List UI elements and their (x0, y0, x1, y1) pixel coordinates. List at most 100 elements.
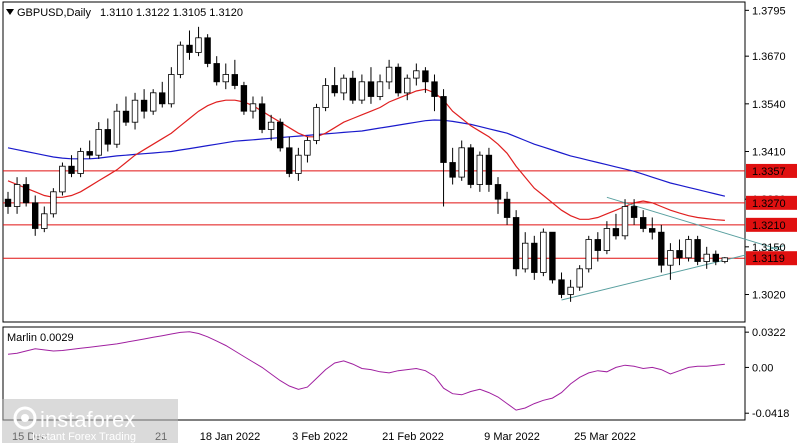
bear-candle-body (467, 147, 474, 185)
bull-candle-body (376, 81, 384, 97)
ohlc-label: 1.3110 1.3122 1.3105 1.3120 (100, 7, 243, 19)
main-price-panel (2, 1, 785, 323)
candle (531, 235, 538, 280)
candle (95, 122, 102, 159)
bull-candle-body (685, 239, 692, 259)
candle (640, 210, 647, 233)
dropdown-icon[interactable] (6, 9, 14, 15)
ma-fast-line (7, 88, 725, 221)
candle (658, 224, 665, 273)
candle (158, 81, 166, 108)
candle (540, 228, 547, 277)
bear-candle-body (4, 198, 12, 207)
candle (422, 67, 429, 93)
bear-candle-body (158, 92, 166, 105)
ma-slow-line (7, 119, 726, 197)
y-tick-label: 1.3410 (752, 147, 786, 159)
x-tick-label: 9 Mar 2022 (484, 431, 540, 443)
bear-candle-body (22, 184, 30, 204)
candle (376, 74, 384, 101)
x-tick-label: 21 Feb 2022 (382, 431, 444, 443)
candle (703, 246, 710, 269)
candle (149, 89, 157, 115)
bear-candle-body (649, 228, 656, 233)
candle (549, 231, 556, 284)
candle (313, 103, 320, 145)
y-tick-label: 1.3670 (752, 51, 786, 63)
candle (13, 177, 21, 214)
bear-candle-body (140, 99, 148, 112)
candle (576, 265, 583, 291)
candle (621, 199, 629, 240)
level-price-label: 1.3357 (752, 166, 786, 178)
bull-candle-body (50, 191, 57, 215)
candle (59, 162, 66, 196)
candle (494, 177, 502, 214)
bull-candle-body (603, 228, 611, 251)
candle (186, 30, 193, 60)
bull-candle-body (703, 253, 710, 262)
bull-candle-body (540, 231, 547, 273)
bear-candle-body (186, 44, 193, 53)
candle (177, 41, 184, 79)
level-price-box (746, 195, 797, 210)
candle (304, 136, 311, 163)
bear-candle-body (331, 85, 338, 94)
watermark-tagline: Instant Forex Trading (32, 431, 136, 443)
candle (86, 140, 93, 159)
watermark: instaforex Instant Forex Trading (2, 399, 178, 443)
instaforex-logo-icon (13, 406, 37, 430)
y-tick-label: 1.3795 (752, 5, 786, 17)
candle (240, 81, 248, 115)
candle (485, 147, 493, 192)
bear-candle-body (494, 184, 502, 200)
candle (276, 118, 284, 152)
price-axis: 1.37951.36701.35401.34101.32801.31501.30… (745, 5, 797, 302)
candle (104, 118, 111, 152)
bull-candle-body (413, 70, 420, 79)
candle (676, 239, 683, 266)
bear-candle-body (676, 250, 683, 259)
bear-candle-body (122, 110, 130, 123)
candle (258, 96, 266, 134)
x-tick-label: 25 Mar 2022 (574, 431, 636, 443)
bull-candle-body (476, 154, 483, 185)
bull-candle-body (295, 154, 302, 174)
bull-candle-body (177, 44, 184, 75)
bear-candle-body (558, 279, 565, 295)
candle (267, 114, 275, 141)
bear-candle-body (422, 70, 429, 83)
candle (367, 67, 375, 104)
candle (50, 188, 57, 218)
bull-candle-body (267, 121, 275, 130)
candle (712, 250, 719, 266)
bear-candle-body (240, 85, 248, 112)
bear-candle-body (32, 202, 39, 229)
level-price-label: 1.3270 (752, 198, 786, 210)
bear-candle-body (349, 77, 356, 101)
bear-candle-body (694, 239, 701, 262)
bear-candle-body (286, 147, 293, 174)
x-tick-label: 18 Jan 2022 (200, 431, 261, 443)
candle (603, 221, 611, 255)
bear-candle-body (449, 162, 456, 178)
marlin-line (7, 331, 725, 411)
bull-candle-body (721, 257, 728, 262)
symbol-label: GBPUSD,Daily (17, 7, 91, 19)
bull-candle-body (385, 66, 393, 83)
candle (476, 151, 483, 192)
candle (694, 235, 701, 266)
bull-candle-body (168, 74, 175, 105)
bull-candle-body (249, 103, 257, 112)
candle (567, 279, 574, 302)
bull-candle-body (41, 213, 48, 229)
bull-candle-body (222, 74, 229, 83)
candle (231, 59, 238, 90)
bull-candle-body (304, 140, 311, 156)
candle (413, 63, 420, 86)
candle (331, 67, 338, 97)
indicator-y-tick-label: 0.0322 (752, 327, 786, 339)
bear-candle-body (512, 217, 520, 270)
bull-candle-body (522, 242, 529, 270)
